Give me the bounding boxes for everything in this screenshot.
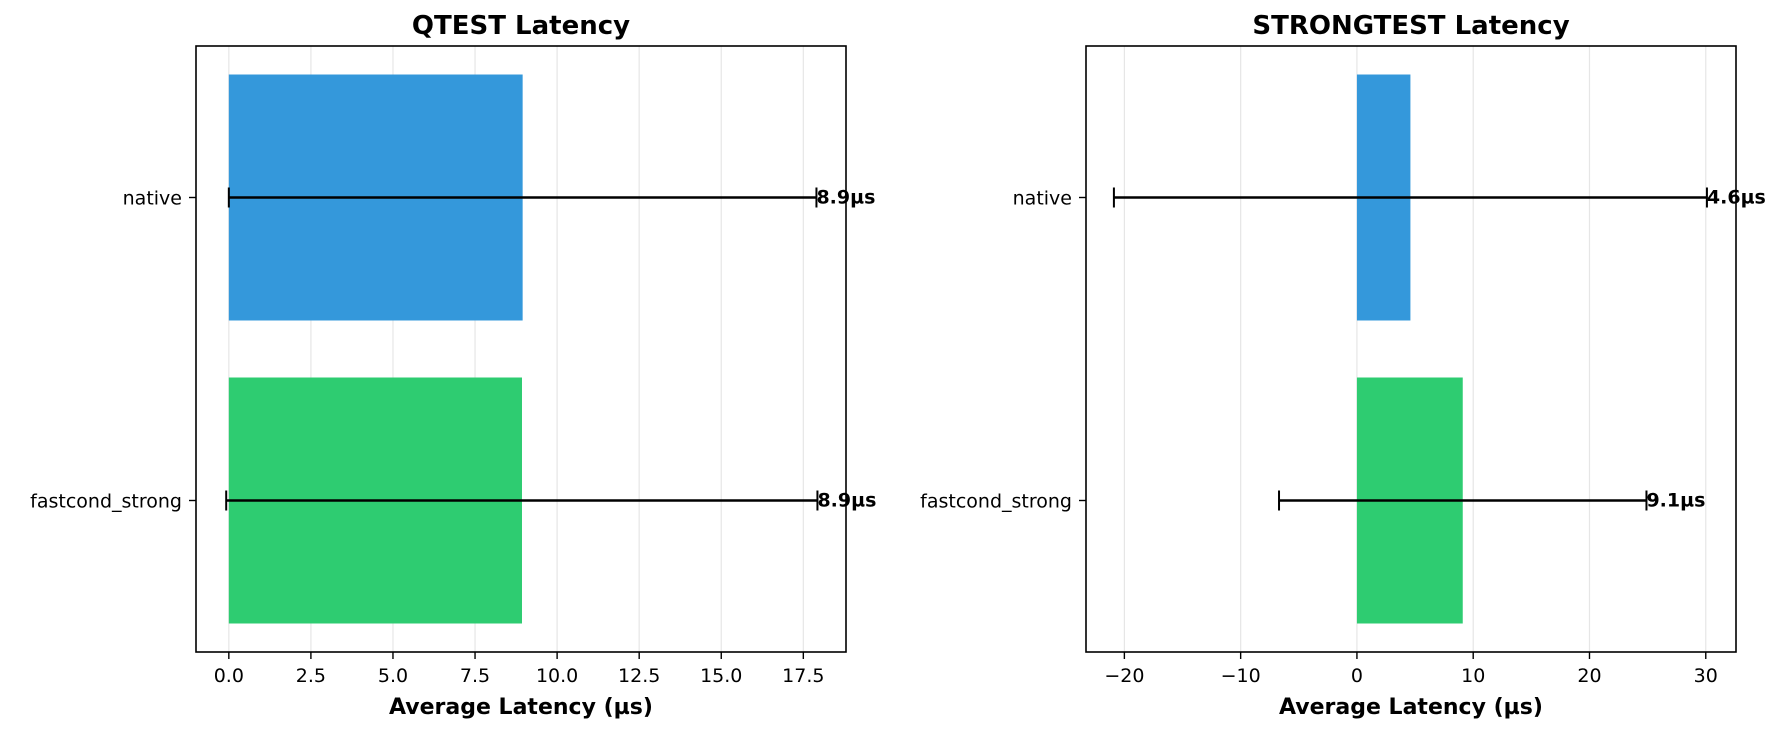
x-tick-label: 10.0 bbox=[536, 665, 578, 687]
plot-frame bbox=[195, 45, 847, 653]
x-tick-label: −20 bbox=[1104, 665, 1144, 687]
y-tick-label-fastcond_strong: fastcond_strong bbox=[920, 491, 1072, 513]
x-axis-label: Average Latency (µs) bbox=[1279, 695, 1543, 720]
x-tick-label: 10 bbox=[1461, 665, 1485, 687]
x-tick-label: 17.5 bbox=[782, 665, 824, 687]
x-tick-label: 30 bbox=[1694, 665, 1718, 687]
data-label-fastcond_strong: 9.1µs bbox=[1646, 490, 1705, 512]
chart-title: QTEST Latency bbox=[412, 11, 630, 41]
y-tick-label-native: native bbox=[123, 188, 182, 210]
x-tick-label: 15.0 bbox=[700, 665, 742, 687]
x-axis-label: Average Latency (µs) bbox=[389, 695, 653, 720]
x-tick-label: 5.0 bbox=[378, 665, 408, 687]
x-tick-label: 20 bbox=[1577, 665, 1601, 687]
x-tick-label: 2.5 bbox=[296, 665, 326, 687]
x-tick-label: 7.5 bbox=[460, 665, 490, 687]
x-tick-label: 0 bbox=[1351, 665, 1363, 687]
y-tick-label-fastcond_strong: fastcond_strong bbox=[30, 491, 182, 513]
plot-frame bbox=[1085, 45, 1737, 653]
y-tick-label-native: native bbox=[1013, 188, 1072, 210]
chart-title: STRONGTEST Latency bbox=[1252, 11, 1569, 41]
x-tick-label: 12.5 bbox=[618, 665, 660, 687]
x-tick-label: 0.0 bbox=[214, 665, 244, 687]
x-tick-label: −10 bbox=[1221, 665, 1261, 687]
data-label-fastcond_strong: 8.9µs bbox=[817, 490, 876, 512]
